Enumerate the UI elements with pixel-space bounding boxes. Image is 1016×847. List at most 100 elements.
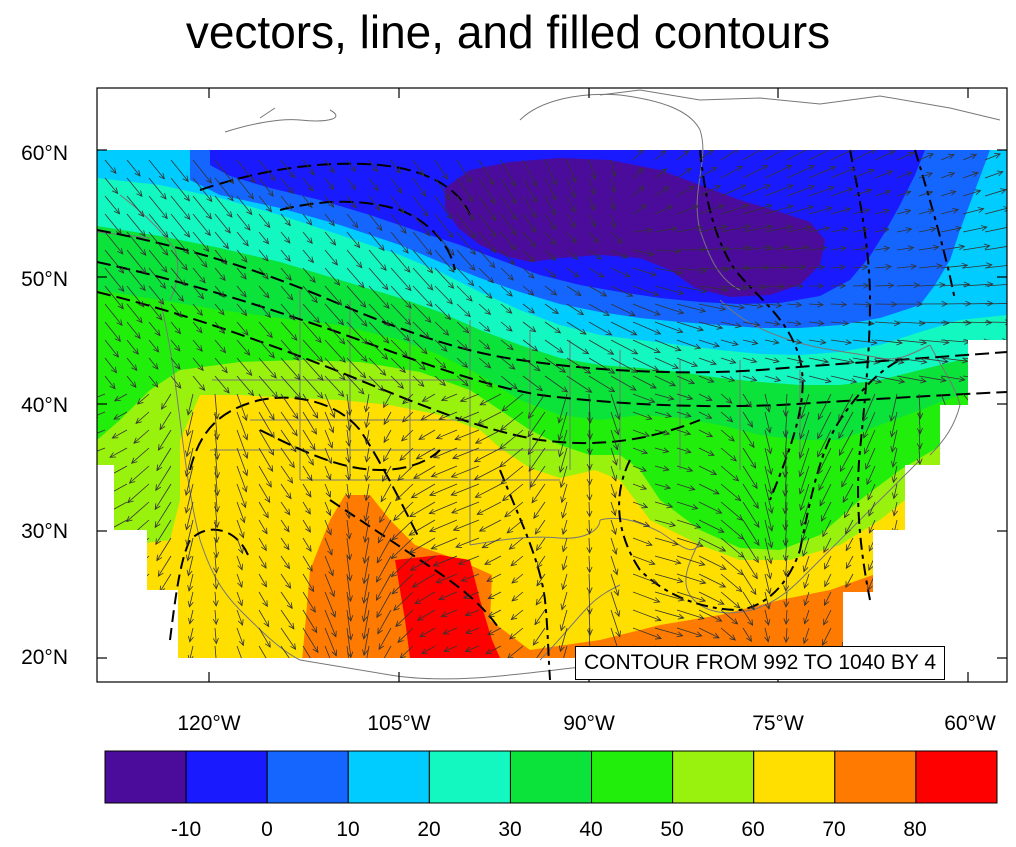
wind-vector xyxy=(985,574,1010,590)
wind-vector xyxy=(133,592,149,606)
coastline xyxy=(600,90,1000,120)
wind-vector xyxy=(845,592,853,607)
wind-vector xyxy=(917,520,922,536)
wind-vector xyxy=(131,574,149,590)
contour-info-box: CONTOUR FROM 992 TO 1040 BY 4 xyxy=(575,646,945,680)
wind-vector xyxy=(137,628,149,639)
wind-vector xyxy=(161,592,171,607)
wind-vector xyxy=(963,610,982,632)
wind-vector xyxy=(867,592,875,611)
wind-vector xyxy=(941,520,949,538)
lat-label-50: 50°N xyxy=(8,268,68,292)
wind-vector xyxy=(865,610,875,631)
colorbar-label: 20 xyxy=(399,818,459,842)
wind-vector xyxy=(941,502,948,518)
wind-vector xyxy=(917,466,922,481)
colorbar-label: -10 xyxy=(156,818,216,842)
wind-vector xyxy=(985,375,1002,380)
wind-vector xyxy=(78,538,105,549)
wind-vector xyxy=(941,556,951,580)
wind-vector xyxy=(110,628,127,637)
lat-label-40: 40°N xyxy=(8,394,68,418)
wind-vector xyxy=(78,574,105,586)
wind-vector xyxy=(82,502,105,512)
colorbar-label: 80 xyxy=(885,818,945,842)
wind-vector xyxy=(985,357,1005,362)
wind-vector xyxy=(80,520,105,531)
lat-label-60: 60°N xyxy=(8,142,68,166)
wind-vector xyxy=(164,646,171,658)
wind-vector xyxy=(85,484,105,493)
colorbar-label: 0 xyxy=(237,818,297,842)
lon-label-75w: 75°W xyxy=(728,712,828,736)
wind-vector xyxy=(963,502,976,517)
wind-vector xyxy=(941,466,947,479)
wind-vector xyxy=(985,466,1000,476)
colorbar-swatch xyxy=(429,751,510,803)
wind-vector xyxy=(890,610,897,636)
wind-vector xyxy=(941,574,952,600)
wind-vector xyxy=(963,646,979,665)
lat-label-30: 30°N xyxy=(8,520,68,544)
lon-label-90w: 90°W xyxy=(539,712,639,736)
wind-vector xyxy=(963,430,972,441)
wind-vector xyxy=(84,628,105,637)
lat-label-20: 20°N xyxy=(8,646,68,670)
wind-vector xyxy=(963,556,981,578)
wind-vector xyxy=(844,610,853,627)
colorbar-label: 10 xyxy=(318,818,378,842)
coastline xyxy=(225,108,336,132)
wind-vector xyxy=(918,610,923,639)
wind-vector xyxy=(890,592,897,616)
wind-vector xyxy=(917,484,922,498)
lon-label-60w: 60°W xyxy=(920,712,1016,736)
colorbar-label: 30 xyxy=(480,818,540,842)
wind-vector xyxy=(87,646,105,654)
coastline xyxy=(300,660,600,679)
wind-vector xyxy=(941,538,950,559)
wind-vector xyxy=(985,484,1002,495)
lon-label-120w: 120°W xyxy=(159,712,259,736)
wind-vector xyxy=(112,646,127,654)
lon-label-105w: 105°W xyxy=(349,712,449,736)
wind-vector xyxy=(917,574,922,599)
colorbar-swatch xyxy=(592,751,673,803)
wind-vector xyxy=(985,538,1009,554)
filled-contours xyxy=(97,150,1007,700)
wind-vector xyxy=(88,466,105,473)
wind-vector xyxy=(163,610,171,623)
wind-vector xyxy=(138,646,149,656)
colorbar-swatch xyxy=(916,751,997,803)
wind-vector xyxy=(892,556,897,574)
wind-vector xyxy=(941,412,948,429)
wind-vector xyxy=(892,538,897,553)
wind-vector xyxy=(842,628,853,648)
wind-vector xyxy=(963,592,982,615)
colorbar-swatch xyxy=(186,751,267,803)
wind-vector xyxy=(985,502,1005,515)
wind-vector xyxy=(963,412,973,424)
wind-vector xyxy=(985,430,997,438)
wind-vector xyxy=(129,556,149,574)
wind-vector xyxy=(963,466,973,478)
wind-vector xyxy=(917,556,922,578)
wind-vector xyxy=(81,610,105,620)
colorbar-swatch xyxy=(510,751,591,803)
wind-vector xyxy=(941,484,947,498)
colorbar-swatch xyxy=(673,751,754,803)
colorbar-swatch xyxy=(267,751,348,803)
colorbar-swatch xyxy=(105,751,186,803)
wind-vector xyxy=(985,646,1002,658)
wind-vector xyxy=(941,430,947,445)
wind-vector xyxy=(941,448,947,461)
wind-vector xyxy=(108,610,127,621)
wind-vector xyxy=(963,574,982,597)
wind-vector xyxy=(135,610,149,622)
wind-vector xyxy=(963,448,972,459)
colorbar-label: 50 xyxy=(642,818,702,842)
wind-vector xyxy=(103,574,127,587)
wind-vector xyxy=(963,628,981,649)
colorbar-label: 40 xyxy=(561,818,621,842)
wind-vector xyxy=(985,556,1010,572)
